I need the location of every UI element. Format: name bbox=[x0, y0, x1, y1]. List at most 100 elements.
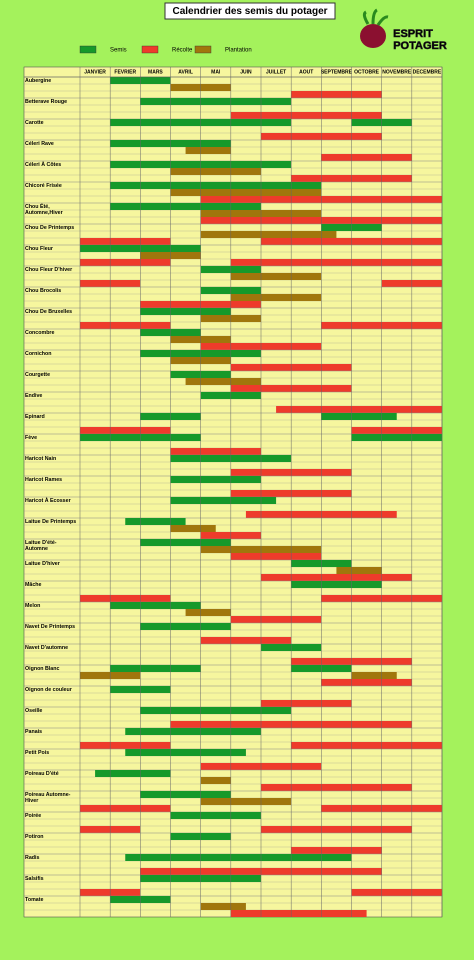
bar bbox=[80, 238, 171, 245]
row-label: Petit Pois bbox=[25, 750, 49, 756]
bar bbox=[200, 777, 231, 784]
bar bbox=[185, 378, 261, 385]
bar bbox=[110, 602, 201, 609]
bar bbox=[140, 98, 292, 105]
row-label: Chou De Bruxelles bbox=[25, 309, 72, 315]
month-label: FEVRIER bbox=[114, 69, 136, 75]
bar bbox=[276, 406, 442, 413]
row-label: Oignon Blanc bbox=[25, 666, 59, 672]
bar bbox=[230, 910, 367, 917]
row-label: Haricot Rames bbox=[25, 477, 62, 483]
row-label: Radis bbox=[25, 855, 39, 861]
bar bbox=[185, 147, 231, 154]
row-label: Oignon de couleur bbox=[25, 687, 72, 693]
month-label: OCTOBRE bbox=[354, 69, 380, 75]
row-label: Salsifis bbox=[25, 876, 44, 882]
row-label: Panais bbox=[25, 729, 42, 735]
chart-title: Calendrier des semis du potager bbox=[172, 6, 327, 17]
bar bbox=[125, 749, 246, 756]
month-label: AOUT bbox=[299, 69, 313, 75]
bar bbox=[291, 581, 382, 588]
row-label: Céleri Rave bbox=[25, 141, 54, 147]
row-label: Poirée bbox=[25, 813, 41, 819]
bar bbox=[170, 168, 261, 175]
bar bbox=[140, 308, 231, 315]
bar bbox=[351, 889, 442, 896]
bar bbox=[80, 595, 171, 602]
bar bbox=[261, 826, 412, 833]
row-label: Chicoré Frisée bbox=[25, 183, 62, 189]
row-label: Haricot Nain bbox=[25, 456, 56, 462]
row-label: Chou Fleur bbox=[25, 246, 53, 252]
month-label: MAI bbox=[211, 69, 221, 75]
bar bbox=[125, 728, 261, 735]
row-label: Laitue D'hiver bbox=[25, 561, 60, 567]
bar bbox=[261, 574, 412, 581]
month-label: JUIN bbox=[240, 69, 252, 75]
bar bbox=[291, 742, 442, 749]
bar bbox=[230, 294, 322, 301]
row-label: Laitue De Printemps bbox=[25, 519, 76, 525]
legend-label: Semis bbox=[110, 48, 127, 54]
bar bbox=[230, 616, 322, 623]
row-label: Fève bbox=[25, 435, 37, 441]
bar bbox=[170, 812, 261, 819]
bar bbox=[230, 273, 322, 280]
row-label: Hiver bbox=[25, 798, 38, 804]
bar bbox=[110, 182, 322, 189]
bar bbox=[336, 567, 382, 574]
row-label: Betterave Rouge bbox=[25, 99, 67, 105]
row-label: Chou De Printemps bbox=[25, 225, 74, 231]
bar bbox=[170, 189, 322, 196]
row-label: Navet D'automne bbox=[25, 645, 68, 651]
legend-swatch bbox=[79, 45, 97, 54]
bar bbox=[321, 679, 412, 686]
bar bbox=[291, 847, 382, 854]
bar bbox=[185, 609, 231, 616]
bar bbox=[321, 413, 397, 420]
bar bbox=[230, 553, 322, 560]
row-label: Poireau Automne- bbox=[25, 792, 71, 798]
month-label: MARS bbox=[148, 69, 163, 75]
bar bbox=[80, 805, 171, 812]
row-label: Concombre bbox=[25, 330, 54, 336]
row-label: Carotte bbox=[25, 120, 44, 126]
legend-swatch bbox=[141, 45, 159, 54]
bar bbox=[170, 476, 261, 483]
bar bbox=[170, 525, 216, 532]
row-label: Tomate bbox=[25, 897, 43, 903]
bar bbox=[170, 448, 261, 455]
month-label: JANVIER bbox=[84, 69, 106, 75]
bar bbox=[140, 539, 231, 546]
bar bbox=[140, 623, 231, 630]
bar bbox=[140, 791, 231, 798]
row-label: Poireau D'été bbox=[25, 771, 59, 777]
month-label: JUILLET bbox=[266, 69, 286, 75]
bar bbox=[351, 434, 442, 441]
bar bbox=[321, 154, 412, 161]
legend-swatch bbox=[194, 45, 212, 54]
legend-label: Récolte bbox=[172, 48, 193, 54]
logo-leaves bbox=[362, 8, 389, 26]
row-label: Oseille bbox=[25, 708, 42, 714]
row-label: Haricot À Ecosser bbox=[25, 497, 71, 504]
bar bbox=[170, 497, 277, 504]
logo-icon bbox=[360, 24, 386, 48]
bar bbox=[200, 903, 246, 910]
bar bbox=[80, 742, 171, 749]
bar bbox=[80, 322, 171, 329]
row-label: Epinard bbox=[25, 414, 45, 420]
month-label: DECEMBRE bbox=[413, 69, 442, 75]
logo-text: ESPRIT bbox=[393, 28, 433, 40]
bar bbox=[351, 672, 397, 679]
row-label: Mâche bbox=[25, 582, 42, 588]
bar bbox=[125, 854, 352, 861]
row-label: Aubergine bbox=[25, 78, 51, 84]
row-label: Chou Fleur D'hiver bbox=[25, 267, 72, 273]
legend-label: Plantation bbox=[225, 48, 252, 54]
row-label: Cornichon bbox=[25, 351, 51, 357]
month-label: AVRIL bbox=[178, 69, 193, 75]
month-label: NOVEMBRE bbox=[382, 69, 412, 75]
bar bbox=[200, 637, 292, 644]
